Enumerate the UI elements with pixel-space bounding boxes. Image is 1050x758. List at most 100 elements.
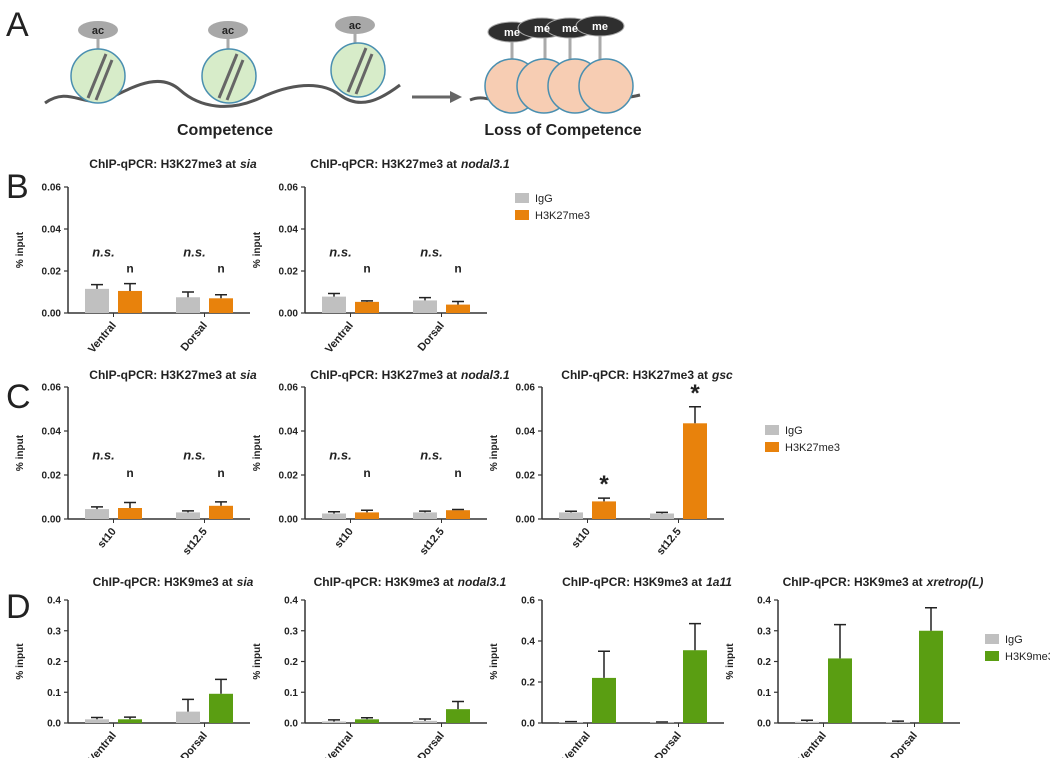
title-gene: sia: [237, 575, 254, 589]
title-text: ChIP-qPCR: H3K9me3 at: [562, 575, 702, 589]
x-tick-label: Ventral: [86, 730, 119, 758]
chart-title: ChIP-qPCR: H3K27me3 at nodal3.1: [310, 157, 510, 171]
bar: [209, 693, 233, 723]
y-axis-label: % input: [15, 434, 26, 471]
y-tick-label: 0.2: [284, 657, 298, 668]
dna-wrap: [346, 47, 374, 95]
bar: [446, 709, 470, 723]
y-tick-label: 0.04: [279, 225, 299, 236]
chart-title: ChIP-qPCR: H3K27me3 at gsc: [561, 368, 733, 382]
title-text: ChIP-qPCR: H3K27me3 at: [310, 368, 457, 382]
error-bar: [182, 510, 194, 513]
legend-swatch: [985, 634, 999, 644]
y-tick-label: 0.02: [279, 471, 299, 482]
mark-label: me: [534, 23, 550, 35]
bar: [322, 513, 346, 519]
x-tick-label: Ventral: [323, 730, 356, 758]
bar: [795, 721, 819, 723]
y-tick-label: 0.00: [42, 515, 62, 526]
title-text: ChIP-qPCR: H3K27me3 at: [89, 157, 236, 171]
x-tick-label: st12.5: [181, 526, 210, 558]
y-tick-label: 0.4: [284, 596, 298, 607]
bar: [176, 711, 200, 723]
bar: [355, 512, 379, 519]
error-bar: [215, 293, 227, 299]
y-tick-label: 0.06: [42, 183, 62, 194]
y-tick-label: 0.0: [521, 719, 535, 730]
y-tick-label: 0.1: [757, 688, 771, 699]
bar: [650, 513, 674, 519]
title-gene: gsc: [711, 368, 733, 382]
panel-label: D: [6, 588, 31, 626]
mark-label: me: [562, 23, 578, 35]
error-bar: [801, 719, 813, 722]
bar: [118, 508, 142, 519]
bar: [355, 301, 379, 313]
significance: n.s.: [329, 448, 351, 463]
y-tick-label: 0.00: [516, 515, 536, 526]
legend-label: IgG: [535, 193, 553, 205]
error-bar: [925, 606, 937, 631]
legend-label: H3K27me3: [785, 442, 840, 454]
x-tick-label: Dorsal: [416, 320, 447, 354]
error-bar: [452, 300, 464, 305]
chart-title: ChIP-qPCR: H3K9me3 at nodal3.1: [314, 575, 507, 589]
x-tick-label: Ventral: [86, 320, 119, 356]
significance: n.s.: [329, 244, 351, 259]
y-tick-label: 0.6: [521, 596, 535, 607]
chart-title: ChIP-qPCR: H3K27me3 at nodal3.1: [310, 368, 510, 382]
significance: n.s.: [183, 244, 205, 259]
annotation: *: [690, 380, 700, 407]
y-tick-label: 0.00: [42, 309, 62, 320]
y-tick-label: 0.06: [42, 383, 62, 394]
arrow-head: [450, 91, 462, 103]
bar: [559, 722, 583, 723]
error-bar: [419, 510, 431, 513]
x-tick-label: Dorsal: [653, 730, 684, 758]
mark: [78, 21, 118, 39]
y-tick-label: 0.02: [42, 471, 62, 482]
error-bar: [452, 508, 464, 511]
title-gene: nodal3.1: [458, 575, 507, 589]
significance: n.s.: [92, 244, 114, 259]
x-tick-label: Dorsal: [179, 320, 210, 354]
title-gene: sia: [240, 157, 257, 171]
error-bar: [361, 717, 373, 720]
error-bar: [91, 283, 103, 289]
annotation: *: [599, 471, 609, 498]
bar: [85, 719, 109, 723]
title-gene: sia: [240, 368, 257, 382]
mark-label: me: [504, 27, 520, 39]
error-bar: [834, 623, 846, 659]
bar: [446, 304, 470, 313]
legend-label: H3K9me3: [1005, 651, 1050, 663]
error-bar: [91, 506, 103, 510]
y-tick-label: 0.4: [521, 637, 535, 648]
y-tick-label: 0.06: [279, 183, 299, 194]
legend-label: H3K27me3: [535, 210, 590, 222]
annotation: n: [454, 466, 461, 480]
error-bar: [328, 292, 340, 297]
bar: [355, 719, 379, 723]
y-tick-label: 0.04: [42, 427, 62, 438]
y-axis-label: % input: [15, 643, 26, 680]
chart-title: ChIP-qPCR: H3K9me3 at sia: [93, 575, 254, 589]
y-tick-label: 0.02: [516, 471, 536, 482]
bar: [683, 423, 707, 519]
caption: Loss of Competence: [484, 122, 641, 139]
error-bar: [892, 720, 904, 723]
x-tick-label: Dorsal: [416, 730, 447, 758]
nucleosome: [578, 58, 634, 114]
y-tick-label: 0.06: [516, 383, 536, 394]
x-tick-label: Dorsal: [179, 730, 210, 758]
y-tick-label: 0.2: [521, 678, 535, 689]
title-gene: 1a11: [706, 575, 732, 589]
y-tick-label: 0.04: [279, 427, 299, 438]
error-bar: [124, 716, 136, 720]
significance: n.s.: [92, 448, 114, 463]
x-tick-label: st10: [96, 526, 119, 551]
y-tick-label: 0.3: [47, 626, 61, 637]
x-tick-label: Dorsal: [889, 730, 920, 758]
mark-label: ac: [92, 25, 104, 37]
y-tick-label: 0.00: [279, 309, 299, 320]
